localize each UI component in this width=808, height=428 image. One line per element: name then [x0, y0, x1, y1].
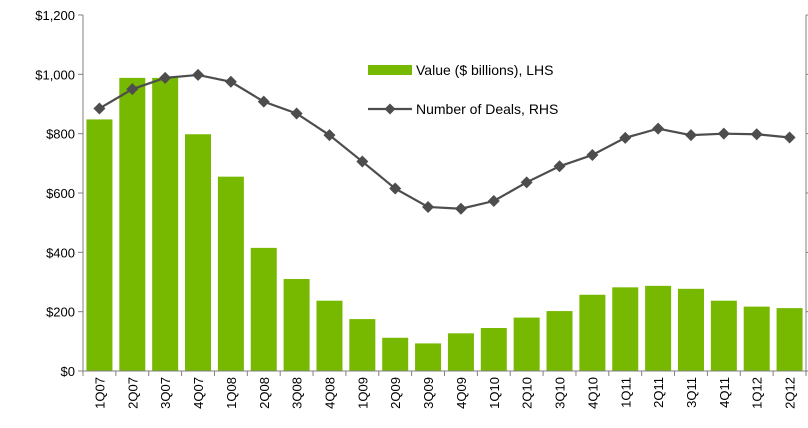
bar-2Q07 [119, 77, 146, 371]
x-tick-label-1Q11: 1Q11 [618, 377, 633, 408]
y-tick-label: $1,000 [35, 67, 75, 82]
x-tick-label-2Q07: 2Q07 [125, 377, 140, 409]
deals-marker-4Q11 [717, 127, 730, 140]
deals-marker-1Q10 [487, 195, 500, 208]
bar-4Q09 [447, 333, 474, 371]
x-tick-label-3Q09: 3Q09 [421, 377, 436, 409]
legend-label-deals: Number of Deals, RHS [416, 101, 558, 117]
deals-marker-3Q09 [422, 200, 435, 213]
bar-4Q11 [710, 300, 737, 371]
x-tick-label-4Q09: 4Q09 [454, 377, 469, 409]
x-tick-label-2Q12: 2Q12 [783, 377, 798, 409]
deals-line [98, 73, 790, 210]
x-tick-label-3Q11: 3Q11 [684, 377, 699, 408]
x-tick-label-4Q11: 4Q11 [717, 377, 732, 408]
x-tick-label-4Q07: 4Q07 [191, 377, 206, 409]
tick-labels: $0 $200 $400 $600 $800 $1,000 $1,200 1Q07 2Q07 3Q… [35, 8, 797, 409]
deals-marker-1Q08 [224, 75, 237, 88]
bar-2Q10 [513, 317, 540, 371]
y-tick-label: $200 [46, 305, 75, 320]
deals-marker-2Q09 [389, 182, 402, 195]
bar-3Q09 [415, 343, 442, 371]
x-tick-label-3Q10: 3Q10 [553, 377, 568, 409]
x-tick-label-3Q08: 3Q08 [290, 377, 305, 409]
y-tick-label: $400 [46, 245, 75, 260]
x-tick-label-4Q08: 4Q08 [322, 377, 337, 409]
line-series [93, 68, 796, 215]
bar-1Q11 [612, 287, 639, 371]
legend-swatch-bar [368, 65, 412, 75]
x-tick-label-2Q10: 2Q10 [520, 377, 535, 409]
axes [78, 14, 808, 376]
x-tick-label-1Q07: 1Q07 [92, 377, 107, 409]
bar-1Q09 [349, 319, 376, 371]
deals-marker-3Q07 [159, 71, 172, 84]
x-tick-label-3Q07: 3Q07 [158, 377, 173, 409]
bar-1Q10 [480, 327, 507, 371]
x-tick-label-1Q10: 1Q10 [487, 377, 502, 409]
deals-marker-2Q10 [520, 176, 533, 189]
bar-series [86, 77, 803, 372]
x-tick-label-4Q10: 4Q10 [585, 377, 600, 409]
deals-marker-2Q07 [126, 83, 139, 96]
deals-marker-4Q09 [454, 202, 467, 215]
bar-2Q08 [250, 247, 277, 371]
x-tick-label-2Q08: 2Q08 [257, 377, 272, 409]
deals-marker-1Q11 [619, 131, 632, 144]
deals-marker-3Q10 [553, 160, 566, 173]
bar-4Q07 [185, 134, 212, 371]
deals-marker-2Q11 [652, 122, 665, 135]
y-tick-label: $0 [61, 364, 75, 379]
bar-3Q07 [152, 77, 179, 371]
y-tick-label: $800 [46, 127, 75, 142]
deals-marker-1Q12 [750, 128, 763, 141]
y-tick-label: $1,200 [35, 8, 75, 23]
bar-2Q12 [776, 308, 803, 371]
deals-marker-2Q12 [783, 131, 796, 144]
y-tick-label: $600 [46, 186, 75, 201]
bar-1Q12 [743, 306, 770, 371]
legend-label-value: Value ($ billions), LHS [416, 62, 553, 78]
x-tick-label-2Q11: 2Q11 [651, 377, 666, 408]
deals-marker-3Q11 [684, 129, 697, 142]
x-tick-label-1Q09: 1Q09 [355, 377, 370, 409]
deals-marker-2Q08 [257, 95, 270, 108]
x-tick-label-1Q12: 1Q12 [750, 377, 765, 409]
bar-3Q11 [677, 288, 704, 371]
deals-marker-1Q09 [356, 155, 369, 168]
deals-marker-3Q08 [290, 107, 303, 120]
x-tick-label-1Q08: 1Q08 [224, 377, 239, 409]
bar-2Q11 [645, 285, 672, 371]
bar-2Q09 [382, 337, 409, 371]
legend: Value ($ billions), LHS Number of Deals, … [368, 62, 558, 117]
deals-marker-4Q10 [586, 149, 599, 162]
bar-4Q10 [579, 294, 606, 371]
deals-marker-1Q07 [93, 102, 106, 115]
bar-3Q08 [283, 279, 310, 371]
bar-4Q08 [316, 300, 343, 371]
deals-marker-4Q07 [192, 68, 205, 81]
bar-3Q10 [546, 311, 573, 371]
deals-marker-4Q08 [323, 129, 336, 142]
bar-1Q08 [217, 176, 244, 371]
bar-1Q07 [86, 119, 113, 372]
x-tick-label-2Q09: 2Q09 [388, 377, 403, 409]
legend-marker-diamond [384, 103, 396, 115]
